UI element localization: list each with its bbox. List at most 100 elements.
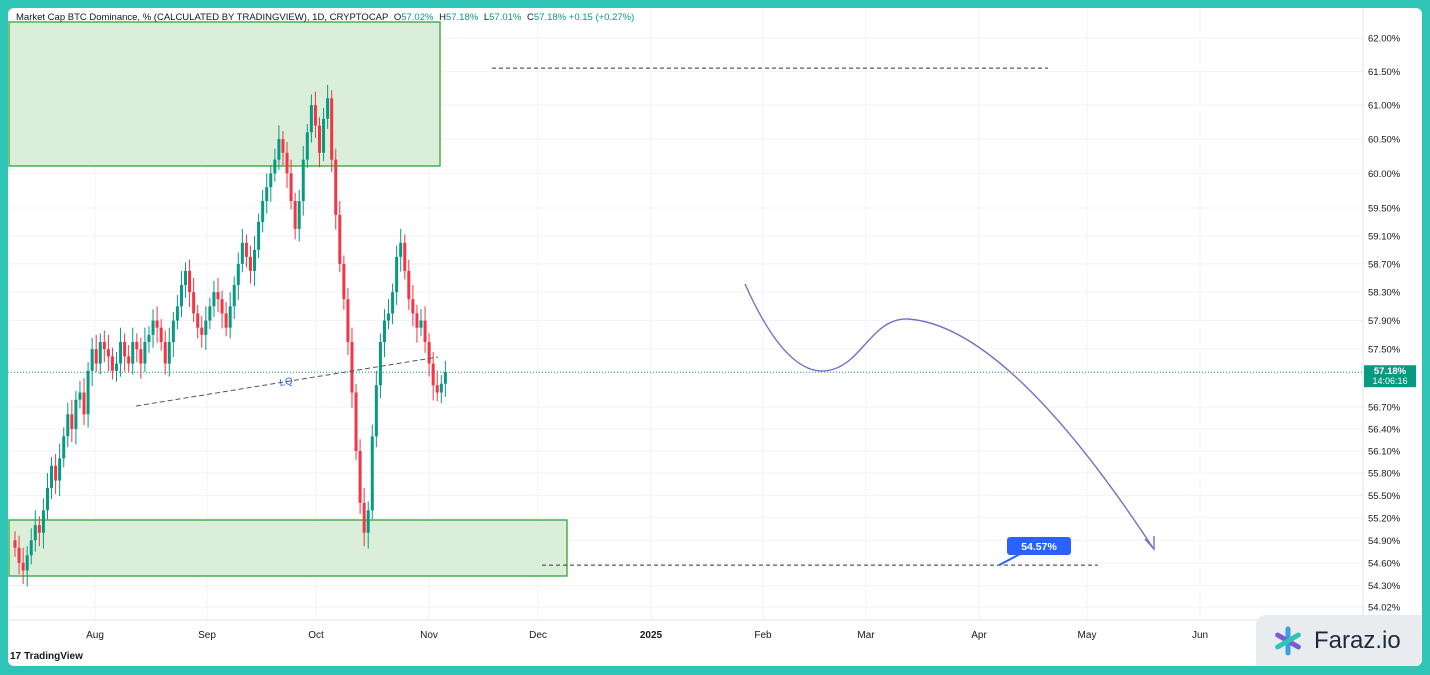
candle-body xyxy=(167,341,171,364)
candle-body xyxy=(228,306,232,328)
candle xyxy=(322,107,326,162)
candle xyxy=(123,333,127,372)
x-tick-label: Dec xyxy=(529,630,547,641)
candle xyxy=(110,347,114,380)
candle-body xyxy=(70,414,74,429)
candle xyxy=(224,302,228,337)
candle-body xyxy=(330,98,334,160)
candle xyxy=(167,327,171,377)
candle xyxy=(70,399,74,443)
candle-body xyxy=(66,414,70,437)
demand-zone xyxy=(8,519,568,577)
candle xyxy=(257,213,261,259)
price-chart[interactable]: LQ 54.57% 62.00% 61.50% 61.00% 60.50% 60.00% 5… xyxy=(8,8,1422,666)
y-tick-label: 57.90% xyxy=(1368,316,1401,327)
candle-body xyxy=(82,392,86,415)
candle-body xyxy=(313,105,317,126)
y-tick-label: 55.80% xyxy=(1368,469,1401,480)
candle xyxy=(318,117,321,168)
candle-body xyxy=(297,201,301,229)
candle-body xyxy=(90,349,94,371)
candle xyxy=(423,306,427,353)
tradingview-logo[interactable]: 17 TradingView xyxy=(10,651,83,662)
candle xyxy=(378,333,382,399)
candle xyxy=(244,234,248,268)
candle xyxy=(74,391,78,445)
candle-body xyxy=(78,392,82,400)
candle-body xyxy=(163,341,167,364)
x-tick-label: Apr xyxy=(971,630,987,641)
y-tick-label: 58.30% xyxy=(1368,288,1401,299)
candle xyxy=(29,528,33,565)
y-tick-label: 60.00% xyxy=(1368,169,1401,180)
candle xyxy=(248,245,252,284)
candle-body xyxy=(123,341,127,357)
candle xyxy=(127,344,131,373)
candle-body xyxy=(431,363,435,386)
candle xyxy=(98,333,102,375)
candle-body xyxy=(395,256,399,293)
candle xyxy=(395,245,399,305)
y-tick-label: 55.50% xyxy=(1368,491,1401,502)
candle xyxy=(220,290,224,329)
candle-body xyxy=(334,159,338,215)
y-tick-label: 55.20% xyxy=(1368,513,1401,524)
candle-body xyxy=(58,458,62,481)
candle xyxy=(419,309,423,337)
brand-name: Faraz.io xyxy=(1314,627,1401,654)
candle xyxy=(94,334,98,373)
candle xyxy=(200,316,204,348)
candle-body xyxy=(119,341,123,364)
candle xyxy=(370,424,374,520)
candle-body xyxy=(358,450,362,503)
candle-body xyxy=(354,392,358,451)
candle-body xyxy=(102,341,106,350)
candle xyxy=(45,473,49,520)
candle-body xyxy=(216,292,220,300)
candle-body xyxy=(350,341,354,393)
candle xyxy=(354,383,358,460)
candle xyxy=(407,259,411,310)
open-value: 57.02% xyxy=(401,12,434,23)
candle-body xyxy=(147,334,151,342)
candle xyxy=(135,333,139,363)
candle-body xyxy=(411,299,415,314)
candle xyxy=(269,165,273,202)
candle xyxy=(119,327,123,377)
candle-body xyxy=(74,399,78,429)
candle-body xyxy=(21,562,25,571)
candle-body xyxy=(208,306,212,321)
candle-body xyxy=(200,327,204,335)
price-tag xyxy=(1364,365,1416,388)
candle xyxy=(163,330,167,375)
candle-body xyxy=(244,242,248,257)
candle-body xyxy=(188,270,192,293)
candle-body xyxy=(155,320,159,328)
candle xyxy=(265,173,269,214)
candle-body xyxy=(98,341,102,364)
projection-arrow-icon xyxy=(1144,536,1155,551)
candle xyxy=(273,148,277,182)
candle-body xyxy=(33,525,37,541)
y-tick-label: 56.10% xyxy=(1368,446,1401,457)
candle xyxy=(346,287,350,355)
candle xyxy=(403,234,407,280)
candle-body xyxy=(204,320,208,335)
candle xyxy=(399,228,403,272)
candle xyxy=(297,189,301,242)
candle-body xyxy=(374,385,378,437)
candle xyxy=(435,370,439,402)
candle-body xyxy=(196,313,200,328)
candle xyxy=(179,270,183,317)
candle-body xyxy=(110,356,114,371)
candle-body xyxy=(135,341,139,350)
candle xyxy=(188,259,192,308)
price-tag-timer: 14:06:16 xyxy=(1372,376,1407,386)
candle xyxy=(62,427,66,468)
x-tick-label: Sep xyxy=(198,630,216,641)
candle-body xyxy=(127,356,131,364)
candle-body xyxy=(366,510,370,533)
candle-body xyxy=(378,341,382,386)
candle-body xyxy=(131,341,135,364)
target-label: 54.57% xyxy=(1021,541,1057,553)
